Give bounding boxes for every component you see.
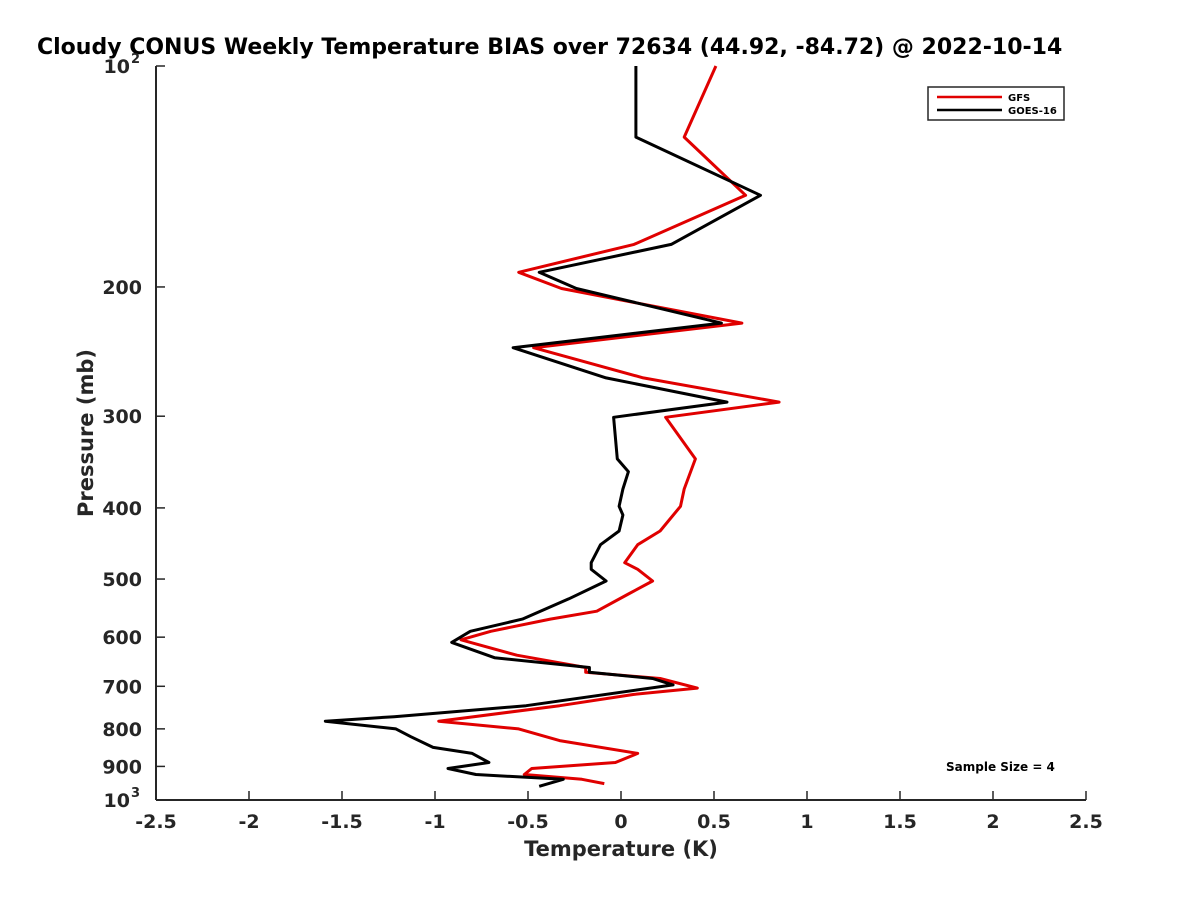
series-line-goes-16 xyxy=(323,66,762,788)
x-tick-label: -1 xyxy=(424,811,445,833)
y-tick-label-max-base: 10 xyxy=(104,790,130,812)
y-tick-label: 700 xyxy=(102,676,142,698)
series-layer xyxy=(323,65,781,788)
x-tick-label: -1.5 xyxy=(321,811,363,833)
legend-box xyxy=(927,86,1065,121)
y-tick-label: 800 xyxy=(102,719,142,741)
sample-size-annotation: Sample Size = 4 xyxy=(946,760,1055,774)
legend: GFS GOES-16 xyxy=(927,86,1065,121)
chart-title: Cloudy CONUS Weekly Temperature BIAS ove… xyxy=(37,35,1062,60)
y-tick-label-min-exponent: 2 xyxy=(131,52,140,67)
x-tick-label: 2 xyxy=(986,811,999,833)
y-tick-label: 300 xyxy=(102,406,142,428)
y-tick-label: 600 xyxy=(102,627,142,649)
y-tick-label: 400 xyxy=(102,498,142,520)
x-axis-ticks: -2.5 -2 -1.5 -1 -0.5 0 0.5 1 1.5 2 2.5 xyxy=(135,791,1103,833)
legend-label-gfs: GFS xyxy=(1008,93,1030,104)
y-tick-label-min-base: 10 xyxy=(104,56,130,78)
y-tick-label: 200 xyxy=(102,277,142,299)
x-tick-label: -2.5 xyxy=(135,811,177,833)
x-tick-label: -0.5 xyxy=(507,811,549,833)
x-tick-label: -2 xyxy=(238,811,259,833)
x-tick-label: 2.5 xyxy=(1069,811,1103,833)
plot-frame xyxy=(155,66,1086,801)
series-line-gfs xyxy=(437,65,781,786)
y-axis-label: Pressure (mb) xyxy=(74,349,98,517)
x-tick-label: 1 xyxy=(800,811,813,833)
legend-label-goes16: GOES-16 xyxy=(1008,106,1057,117)
y-tick-label-max-exponent: 3 xyxy=(131,786,140,801)
y-tick-label: 900 xyxy=(102,756,142,778)
x-tick-label: 1.5 xyxy=(883,811,917,833)
x-axis-label: Temperature (K) xyxy=(524,837,718,861)
y-tick-label: 500 xyxy=(102,569,142,591)
x-tick-label: 0 xyxy=(614,811,627,833)
x-tick-label: 0.5 xyxy=(697,811,731,833)
